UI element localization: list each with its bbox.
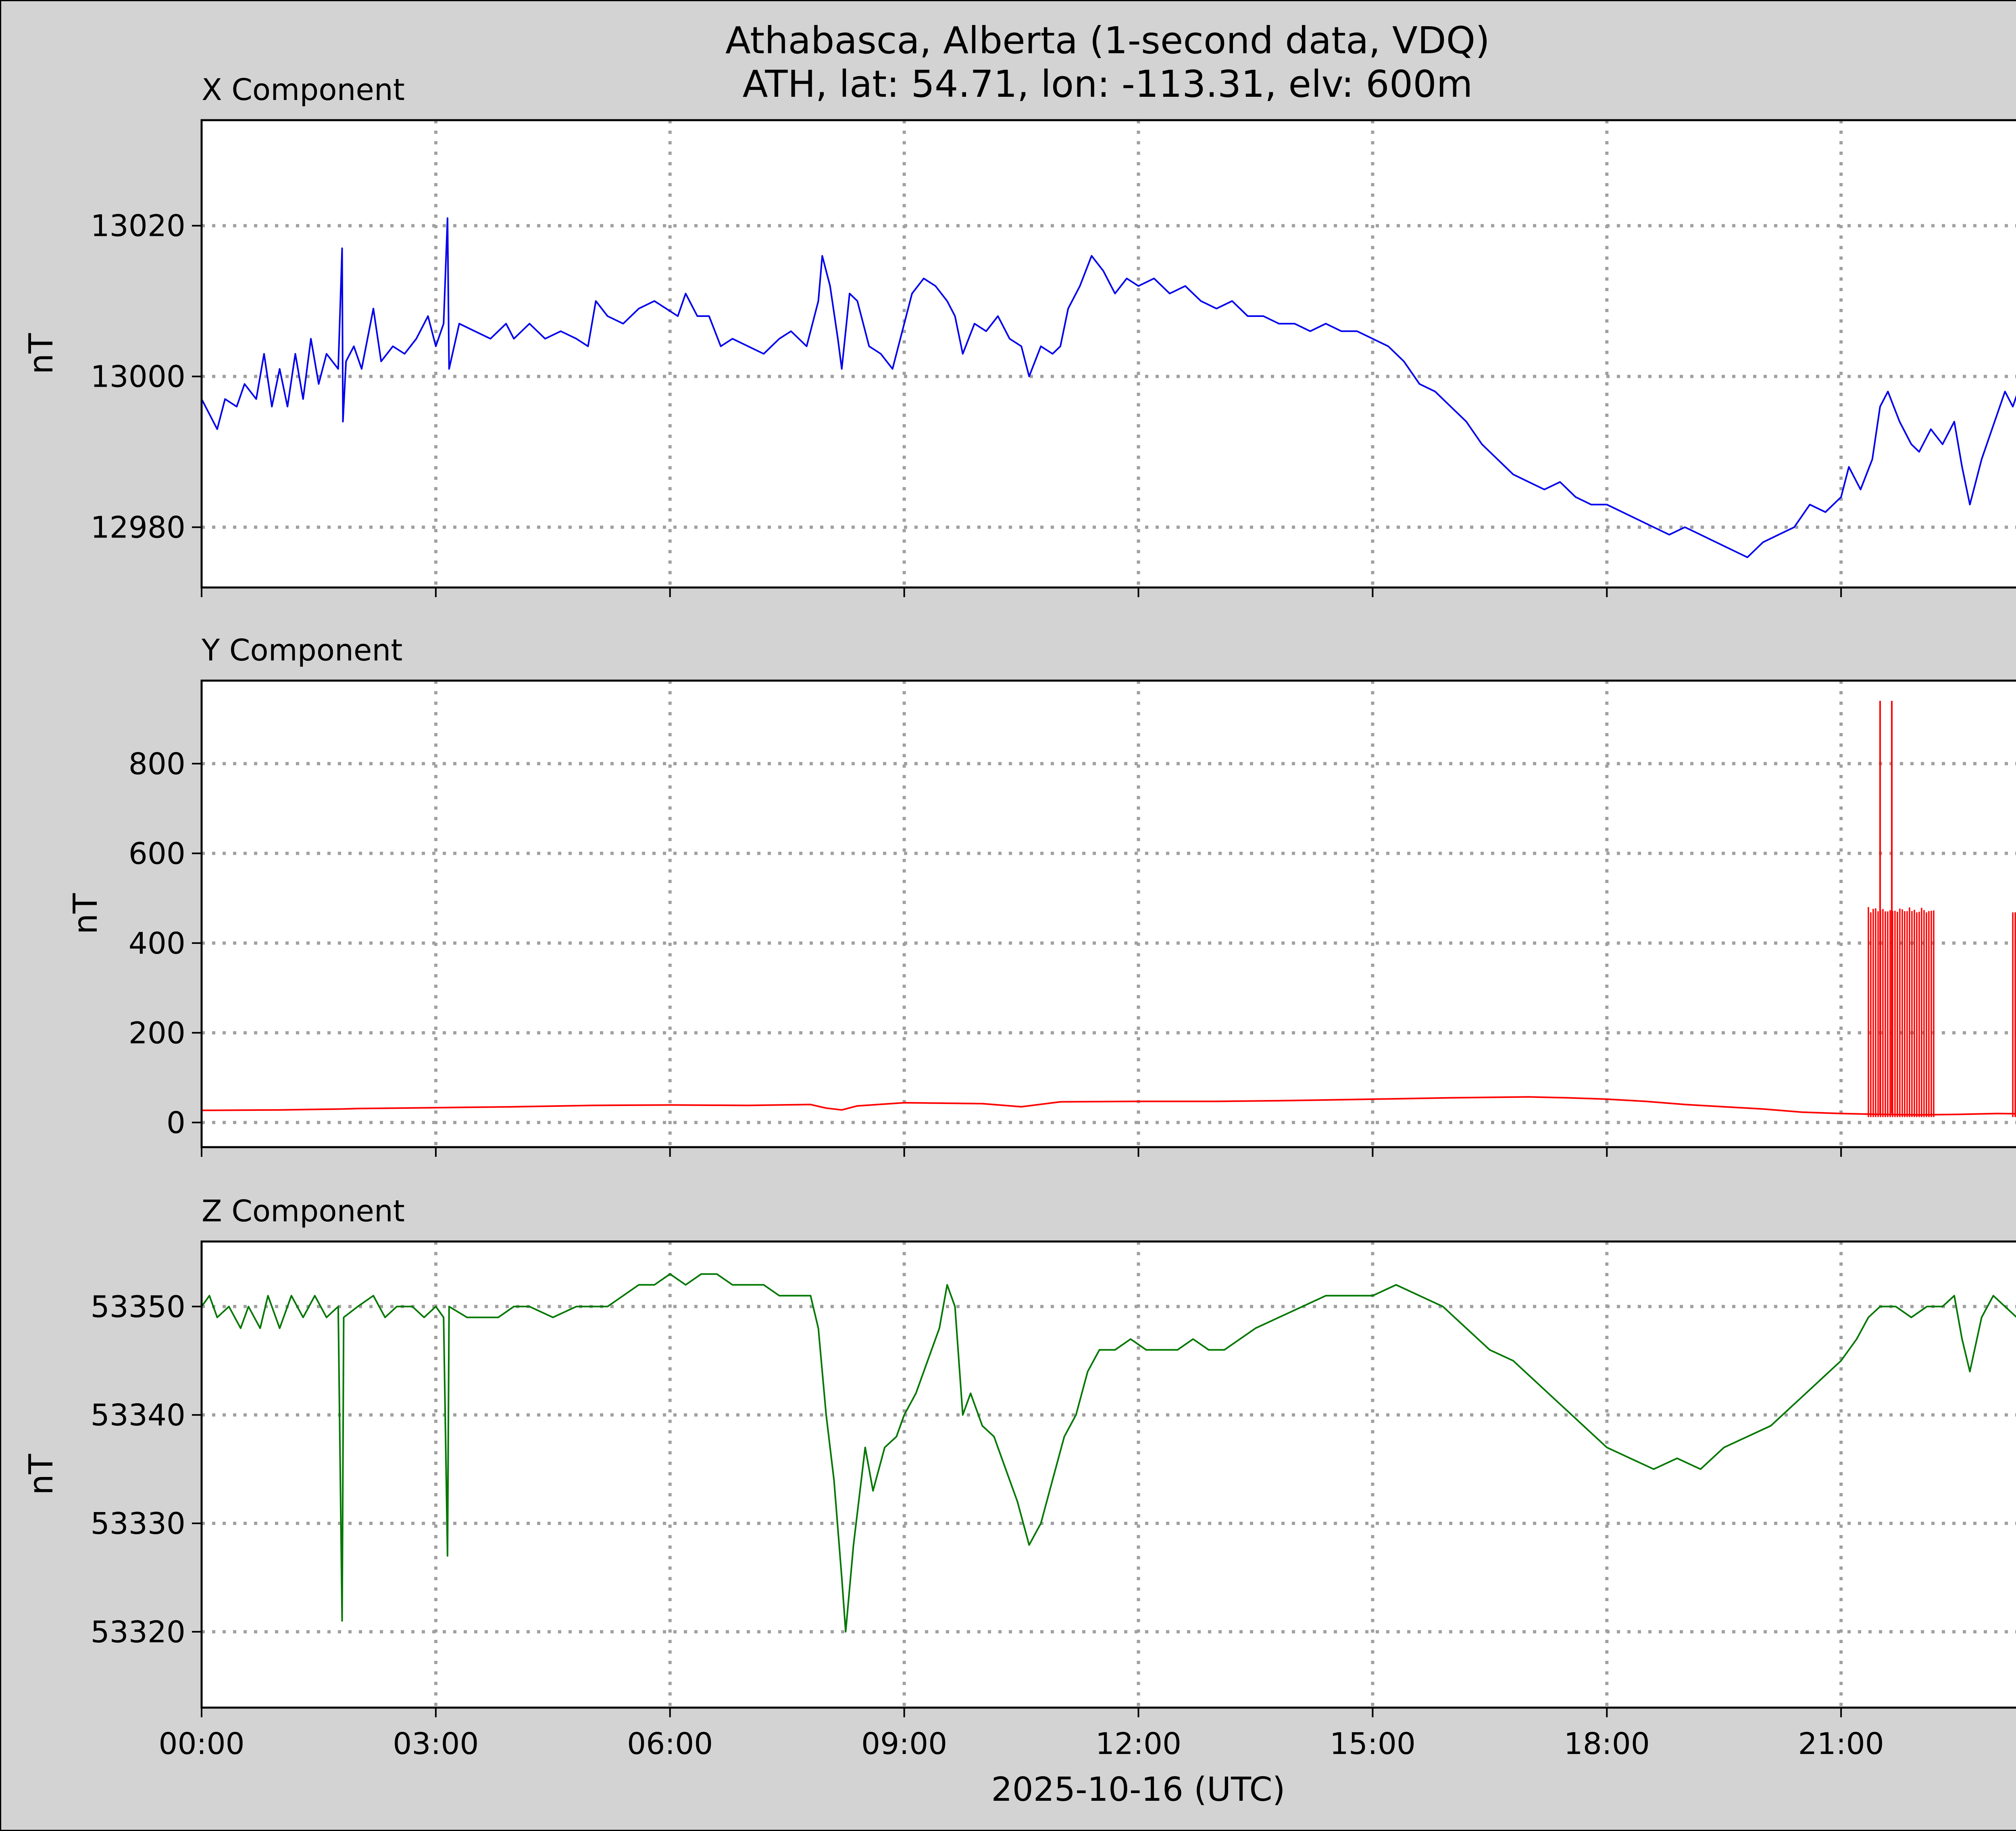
y-tick-label: 800 (129, 747, 185, 781)
y-axis-label: nT (67, 893, 105, 935)
y-tick-label: 53330 (91, 1506, 185, 1541)
noise-burst (1868, 907, 1935, 1117)
x-tick-label: 21:00 (1798, 1727, 1884, 1761)
x-axis-ticks: 00:00 03:00 06:00 09:00 12:00 15:00 18:00 21:00 (158, 1727, 1884, 1761)
panel-title: X Component (202, 73, 405, 107)
plot-area-z (202, 1241, 2016, 1708)
x-tick-label: 00:00 (158, 1727, 244, 1761)
plot-area-x (202, 120, 2016, 587)
x-tick-label: 03:00 (393, 1727, 479, 1761)
x-component-panel: 12980 13000 13020 X Component nT (22, 73, 2016, 597)
x-tick-label: 15:00 (1330, 1727, 1416, 1761)
y-tick-label: 13020 (91, 209, 185, 244)
plot-area-y (202, 681, 2016, 1147)
y-tick-label: 13000 (91, 360, 185, 394)
series-line-x (201, 217, 2016, 558)
y-component-panel: 0 200 400 600 800 Y Component nT (67, 633, 2016, 1157)
y-tick-label: 53320 (91, 1615, 185, 1650)
panel-title: Y Component (201, 633, 402, 668)
y-tick-label: 600 (129, 836, 185, 871)
series-line-y (201, 1096, 2016, 1116)
chart-subtitle: ATH, lat: 54.71, lon: -113.31, elv: 600m (743, 62, 1473, 106)
panel-title: Z Component (202, 1194, 405, 1229)
y-tick-label: 53350 (91, 1289, 185, 1324)
x-tick-label: 18:00 (1564, 1727, 1650, 1761)
y-tick-label: 400 (129, 926, 185, 961)
series-line-z (201, 1273, 2016, 1633)
x-tick-label: 09:00 (861, 1727, 947, 1761)
x-tick-label: 12:00 (1095, 1727, 1181, 1761)
y-axis-label: nT (22, 333, 60, 375)
y-axis-label: nT (22, 1454, 60, 1495)
y-tick-label: 12980 (91, 510, 185, 545)
x-tick-label: 06:00 (627, 1727, 713, 1761)
y-tick-label: 200 (129, 1016, 185, 1050)
z-component-panel: 53320 53330 53340 53350 Z Component nT (22, 1194, 2016, 1717)
y-tick-label: 0 (167, 1106, 185, 1140)
x-axis-label: 2025-10-16 (UTC) (991, 1771, 1285, 1809)
chart-title: Athabasca, Alberta (1-second data, VDQ) (725, 19, 1490, 62)
noise-burst (2012, 912, 2016, 1117)
y-tick-label: 53340 (91, 1398, 185, 1433)
